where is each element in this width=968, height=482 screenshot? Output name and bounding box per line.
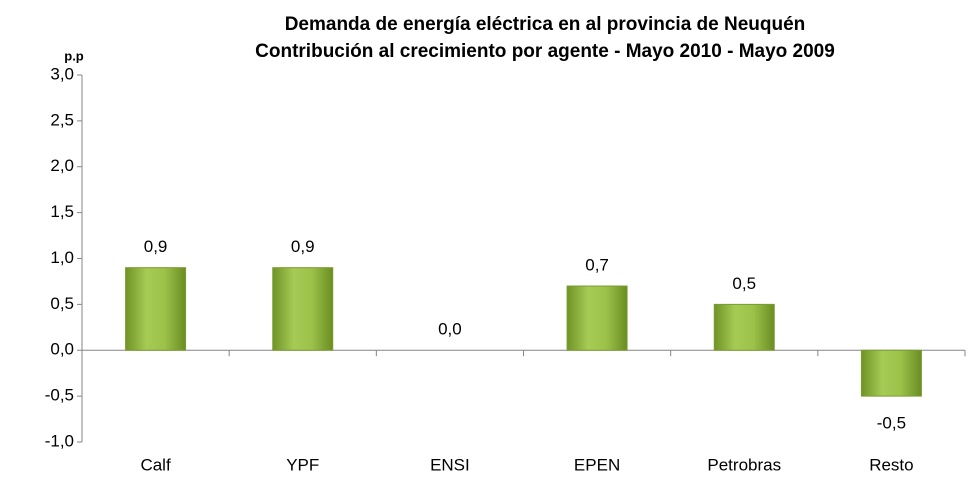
bar — [125, 267, 187, 351]
y-tick-label: -1,0 — [45, 431, 74, 450]
x-tick-label: Resto — [869, 455, 913, 474]
x-tick-label: EPEN — [574, 455, 620, 474]
x-tick-label: ENSI — [430, 455, 470, 474]
bar — [860, 349, 922, 397]
value-label: -0,5 — [877, 414, 906, 433]
value-label: 0,7 — [585, 256, 609, 275]
bar — [272, 267, 334, 351]
y-tick-label: 0,0 — [50, 340, 74, 359]
y-tick-label: 1,0 — [50, 248, 74, 267]
y-tick-label: 2,0 — [50, 156, 74, 175]
value-label: 0,0 — [438, 320, 462, 339]
x-tick-label: Petrobras — [707, 455, 781, 474]
y-tick-label: 3,0 — [50, 64, 74, 83]
bar — [713, 303, 775, 351]
value-label: 0,9 — [144, 237, 168, 256]
y-tick-label: 1,5 — [50, 202, 74, 221]
x-tick-label: YPF — [286, 455, 319, 474]
y-tick-label: 2,5 — [50, 110, 74, 129]
bar — [566, 285, 628, 351]
y-axis-label: p.p — [64, 48, 84, 63]
y-tick-label: -0,5 — [45, 386, 74, 405]
chart-title: Demanda de energía eléctrica en al provi… — [285, 14, 806, 35]
value-label: 0,9 — [291, 237, 315, 256]
x-tick-label: Calf — [140, 455, 171, 474]
chart-subtitle: Contribución al crecimiento por agente -… — [255, 41, 835, 62]
y-tick-label: 0,5 — [50, 294, 74, 313]
value-label: 0,5 — [732, 274, 756, 293]
